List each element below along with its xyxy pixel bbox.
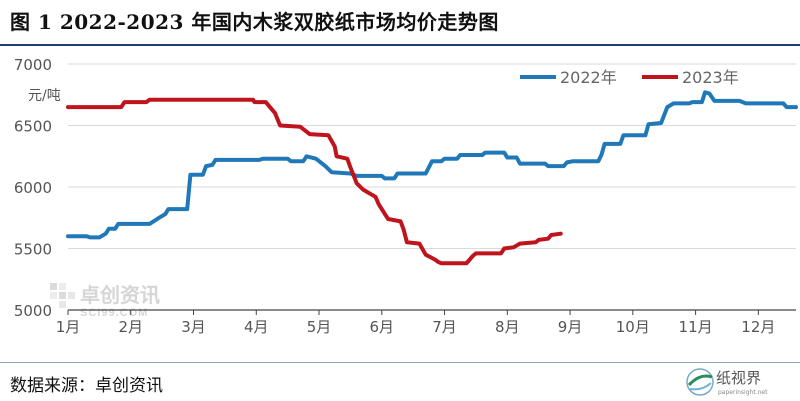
x-tick-label: 4月 [244,318,269,336]
watermark-icon [50,283,75,308]
logo-text: 纸视界 [716,369,761,387]
data-source: 数据来源：卓创资讯 [10,376,163,396]
x-tick-label: 9月 [558,318,583,336]
legend-label-2022: 2022年 [560,68,617,87]
title-bar: 图 1 2022-2023 年国内木浆双胶纸市场均价走势图 [0,0,800,46]
x-tick-label: 6月 [370,318,395,336]
x-tick-label: 7月 [432,318,457,336]
series-line-2022 [66,90,798,240]
x-tick-label: 3月 [181,318,206,336]
x-tick-label: 11月 [679,318,713,336]
legend-label-2023: 2023年 [682,68,739,87]
line-chart: 卓创资讯 SCI99.COM 5000 5500 6000 6500 7000 1月 2月 3… [14,56,798,336]
x-tick-label: 12月 [741,318,775,336]
y-tick-label: 6000 [14,179,52,197]
chart-area: 卓创资讯 SCI99.COM 5000 5500 6000 6500 7000 1月 2月 3… [0,46,800,362]
y-tick-label: 7000 [14,56,52,74]
watermark: 卓创资讯 SCI99.COM [50,283,160,319]
x-tick-label: 8月 [495,318,520,336]
x-tick-label: 2月 [118,318,143,336]
globe-icon [686,368,714,396]
legend: 2022年 2023年 [520,68,739,87]
chart-title: 图 1 2022-2023 年国内木浆双胶纸市场均价走势图 [10,10,499,34]
footer: 数据来源：卓创资讯 纸视界 paperinsight.net [0,362,800,401]
y-tick-label: 5500 [14,241,52,259]
x-tick-label: 5月 [307,318,332,336]
y-tick-label: 6500 [14,118,52,136]
axis-layer: 5000 5500 6000 6500 7000 1月 2月 3月 4月 5月 6月 7月 8月 9月 10… [14,56,796,336]
logo-subtext: paperinsight.net [718,389,768,396]
y-tick-label: 5000 [14,302,52,320]
x-tick-label: 1月 [56,318,81,336]
paperinsight-logo: 纸视界 paperinsight.net [686,368,768,396]
x-tick-label: 10月 [616,318,650,336]
series-layer [66,90,798,266]
grid-layer [68,63,796,249]
watermark-name: 卓创资讯 [80,283,160,307]
series-line-2023 [66,97,563,266]
y-axis-unit: 元/吨 [28,88,61,104]
